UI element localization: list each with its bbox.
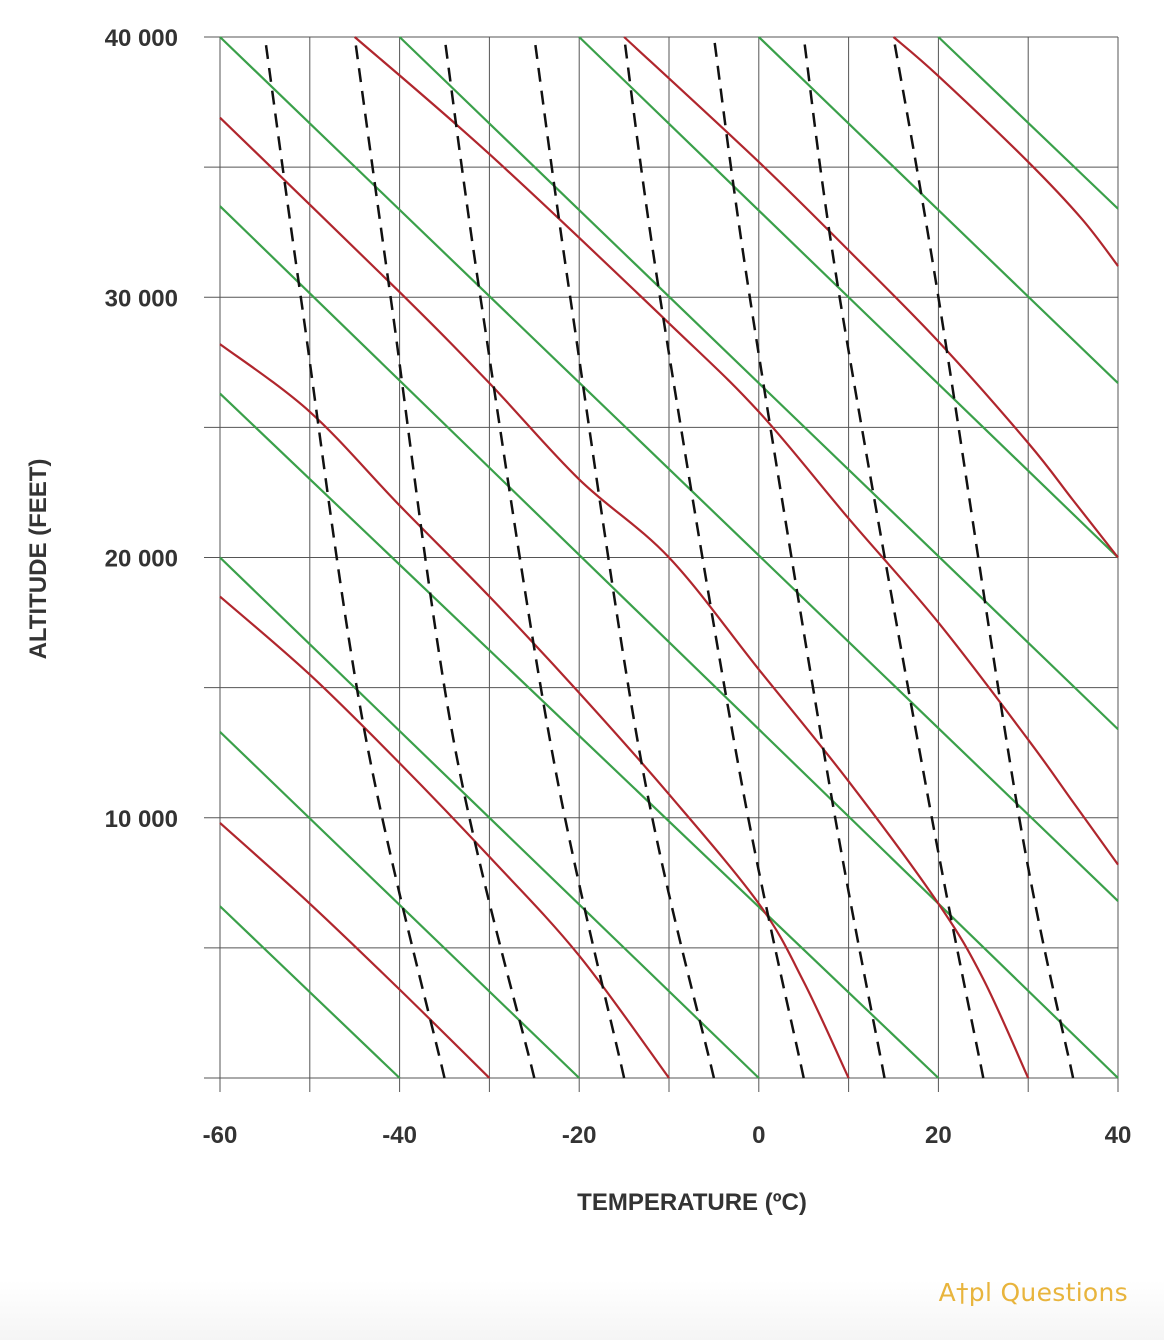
y-tick-label: 10 000 [105, 806, 178, 833]
series-line [219, 36, 1119, 902]
y-tick-label: 30 000 [105, 285, 178, 312]
series-line [758, 36, 1119, 384]
x-tick-label: -40 [382, 1122, 417, 1149]
series-line [219, 595, 670, 1079]
x-tick-label: 0 [752, 1122, 765, 1149]
x-axis-title: TEMPERATURE (ºC) [577, 1189, 807, 1216]
series-line [578, 36, 1119, 559]
dashed-line [622, 36, 805, 1079]
series-line [892, 36, 1119, 267]
series-solid-b0262d [219, 36, 1119, 1079]
x-tick-label: 20 [925, 1122, 952, 1149]
series-line [219, 822, 491, 1079]
series-line [937, 36, 1119, 210]
footer-band [0, 1280, 1164, 1340]
dashed-line [533, 36, 716, 1079]
series-line [219, 392, 940, 1079]
dashed-line [892, 36, 1075, 1079]
dashed-line [802, 36, 985, 1079]
y-axis-title: ALTITUDE (FEET) [25, 459, 52, 660]
series-line [219, 205, 1119, 1079]
series-line [219, 343, 850, 1079]
x-tick-label: -60 [203, 1122, 238, 1149]
series-line [219, 556, 760, 1079]
series-line [398, 36, 1119, 731]
brand-logo: A†pl Questions [938, 1278, 1128, 1307]
x-tick-label: 40 [1105, 1122, 1132, 1149]
dashed-line [443, 36, 626, 1079]
tick-labels: -60 -40 -20 0 20 40 10 000 20 000 30 000 40 000 [105, 25, 1132, 1149]
dashed-line [263, 36, 446, 1079]
series-dashed-111111 [263, 36, 1075, 1079]
series-layer [219, 36, 1119, 1079]
series-line [623, 36, 1119, 559]
dashed-line [353, 36, 536, 1079]
y-tick-label: 40 000 [105, 25, 178, 52]
dashed-line [712, 36, 886, 1079]
series-line [219, 905, 401, 1079]
x-tick-label: -20 [562, 1122, 597, 1149]
series-line [219, 116, 1030, 1079]
series-line [353, 36, 1119, 866]
ticks [204, 36, 1119, 1092]
y-tick-label: 20 000 [105, 546, 178, 573]
